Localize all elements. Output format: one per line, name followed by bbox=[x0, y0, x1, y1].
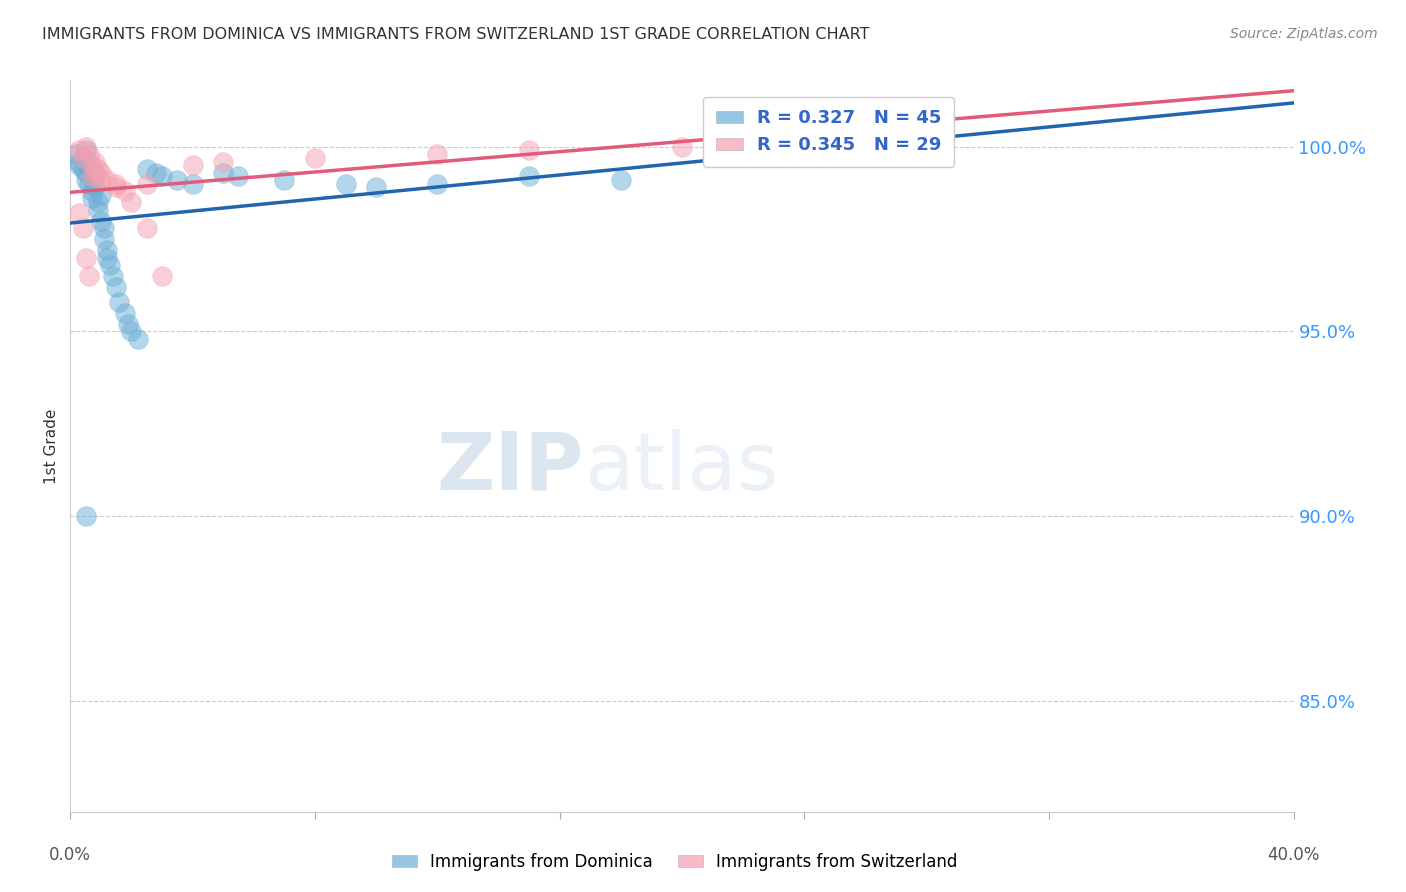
Point bbox=[75, 144, 97, 158]
Point bbox=[69, 206, 91, 220]
Point bbox=[105, 177, 128, 191]
Text: ZIP: ZIP bbox=[437, 429, 583, 507]
Y-axis label: 1st Grade: 1st Grade bbox=[44, 409, 59, 483]
Point bbox=[83, 166, 105, 180]
Point bbox=[90, 166, 112, 180]
Point bbox=[98, 258, 121, 272]
Point bbox=[65, 147, 87, 161]
Point bbox=[77, 177, 100, 191]
Point bbox=[96, 244, 118, 258]
Point bbox=[69, 158, 91, 172]
Point bbox=[273, 173, 295, 187]
Legend: R = 0.327   N = 45, R = 0.345   N = 29: R = 0.327 N = 45, R = 0.345 N = 29 bbox=[703, 96, 955, 167]
Point bbox=[77, 268, 100, 283]
Point bbox=[80, 158, 103, 172]
Point bbox=[93, 232, 115, 246]
Point bbox=[87, 195, 110, 210]
Point bbox=[228, 169, 250, 184]
Point bbox=[69, 154, 91, 169]
Point bbox=[671, 140, 693, 154]
Point bbox=[90, 213, 112, 227]
Point bbox=[145, 166, 167, 180]
Point bbox=[90, 187, 112, 202]
Point bbox=[366, 180, 388, 194]
Point bbox=[335, 177, 357, 191]
Point bbox=[83, 169, 105, 184]
Point bbox=[72, 161, 94, 176]
Legend: Immigrants from Dominica, Immigrants from Switzerland: Immigrants from Dominica, Immigrants fro… bbox=[384, 845, 966, 880]
Point bbox=[101, 268, 124, 283]
Point bbox=[93, 221, 115, 235]
Point bbox=[77, 158, 100, 172]
Point bbox=[426, 147, 449, 161]
Point bbox=[83, 180, 105, 194]
Point bbox=[135, 177, 157, 191]
Point bbox=[121, 195, 143, 210]
Point bbox=[90, 173, 112, 187]
Point bbox=[75, 140, 97, 154]
Point bbox=[150, 268, 173, 283]
Point bbox=[83, 154, 105, 169]
Point bbox=[426, 177, 449, 191]
Point bbox=[96, 173, 118, 187]
Point bbox=[610, 173, 633, 187]
Point bbox=[75, 251, 97, 265]
Point bbox=[150, 169, 173, 184]
Text: IMMIGRANTS FROM DOMINICA VS IMMIGRANTS FROM SWITZERLAND 1ST GRADE CORRELATION CH: IMMIGRANTS FROM DOMINICA VS IMMIGRANTS F… bbox=[42, 27, 870, 42]
Point bbox=[80, 184, 103, 198]
Text: atlas: atlas bbox=[583, 429, 779, 507]
Point bbox=[72, 151, 94, 165]
Text: Source: ZipAtlas.com: Source: ZipAtlas.com bbox=[1230, 27, 1378, 41]
Point bbox=[77, 147, 100, 161]
Point bbox=[108, 294, 131, 309]
Point bbox=[181, 158, 204, 172]
Point bbox=[96, 251, 118, 265]
Point bbox=[75, 173, 97, 187]
Point bbox=[517, 169, 540, 184]
Point bbox=[135, 161, 157, 176]
Point bbox=[114, 184, 136, 198]
Point bbox=[105, 180, 128, 194]
Point bbox=[117, 317, 139, 331]
Point bbox=[212, 154, 235, 169]
Point bbox=[121, 325, 143, 339]
Point bbox=[80, 169, 103, 184]
Point bbox=[166, 173, 188, 187]
Point bbox=[75, 509, 97, 524]
Point bbox=[304, 151, 326, 165]
Point bbox=[105, 280, 128, 294]
Point bbox=[80, 192, 103, 206]
Point bbox=[181, 177, 204, 191]
Point bbox=[72, 151, 94, 165]
Point bbox=[75, 154, 97, 169]
Point bbox=[135, 221, 157, 235]
Point bbox=[114, 306, 136, 320]
Text: 40.0%: 40.0% bbox=[1267, 847, 1320, 864]
Point bbox=[72, 221, 94, 235]
Point bbox=[212, 166, 235, 180]
Point bbox=[69, 144, 91, 158]
Point bbox=[127, 332, 149, 346]
Text: 0.0%: 0.0% bbox=[49, 847, 91, 864]
Point bbox=[75, 166, 97, 180]
Point bbox=[517, 144, 540, 158]
Point bbox=[87, 202, 110, 217]
Point bbox=[87, 161, 110, 176]
